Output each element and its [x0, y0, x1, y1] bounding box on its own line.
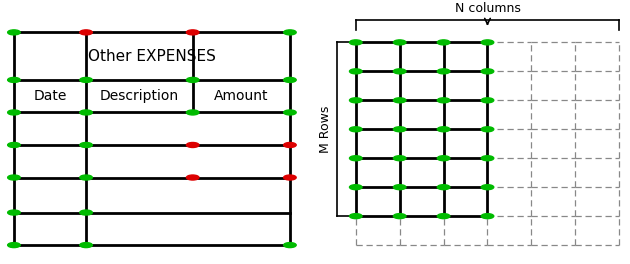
Circle shape: [186, 110, 199, 115]
Circle shape: [350, 185, 362, 190]
Circle shape: [8, 210, 20, 215]
Circle shape: [437, 40, 450, 45]
Circle shape: [80, 110, 93, 115]
Circle shape: [481, 127, 494, 132]
Circle shape: [350, 98, 362, 103]
Circle shape: [481, 69, 494, 74]
Circle shape: [284, 30, 296, 35]
Circle shape: [393, 214, 406, 219]
Circle shape: [8, 110, 20, 115]
Circle shape: [437, 185, 450, 190]
Circle shape: [8, 243, 20, 248]
Circle shape: [80, 210, 93, 215]
Circle shape: [80, 175, 93, 180]
Circle shape: [481, 156, 494, 161]
Circle shape: [8, 30, 20, 35]
Text: Amount: Amount: [214, 89, 268, 103]
Circle shape: [437, 127, 450, 132]
Text: Description: Description: [100, 89, 179, 103]
Circle shape: [393, 185, 406, 190]
Circle shape: [284, 243, 296, 248]
Circle shape: [8, 143, 20, 148]
Circle shape: [350, 40, 362, 45]
Circle shape: [393, 98, 406, 103]
Circle shape: [80, 243, 93, 248]
Circle shape: [393, 127, 406, 132]
Circle shape: [481, 40, 494, 45]
Circle shape: [481, 185, 494, 190]
Circle shape: [284, 175, 296, 180]
Circle shape: [284, 77, 296, 82]
Circle shape: [393, 40, 406, 45]
Circle shape: [186, 143, 199, 148]
Circle shape: [350, 214, 362, 219]
Circle shape: [393, 69, 406, 74]
Circle shape: [186, 77, 199, 82]
Circle shape: [80, 30, 93, 35]
Circle shape: [437, 69, 450, 74]
Circle shape: [8, 175, 20, 180]
Circle shape: [80, 77, 93, 82]
Circle shape: [350, 156, 362, 161]
Circle shape: [284, 143, 296, 148]
Circle shape: [186, 30, 199, 35]
Text: M Rows: M Rows: [319, 106, 332, 153]
Circle shape: [437, 98, 450, 103]
Circle shape: [393, 156, 406, 161]
Circle shape: [481, 214, 494, 219]
Circle shape: [437, 214, 450, 219]
Text: Date: Date: [33, 89, 67, 103]
Circle shape: [80, 143, 93, 148]
Circle shape: [186, 175, 199, 180]
Circle shape: [437, 156, 450, 161]
Circle shape: [481, 98, 494, 103]
Circle shape: [284, 110, 296, 115]
Text: Other EXPENSES: Other EXPENSES: [88, 49, 216, 64]
Circle shape: [8, 77, 20, 82]
Text: N columns: N columns: [455, 2, 520, 15]
Circle shape: [350, 69, 362, 74]
Circle shape: [350, 127, 362, 132]
